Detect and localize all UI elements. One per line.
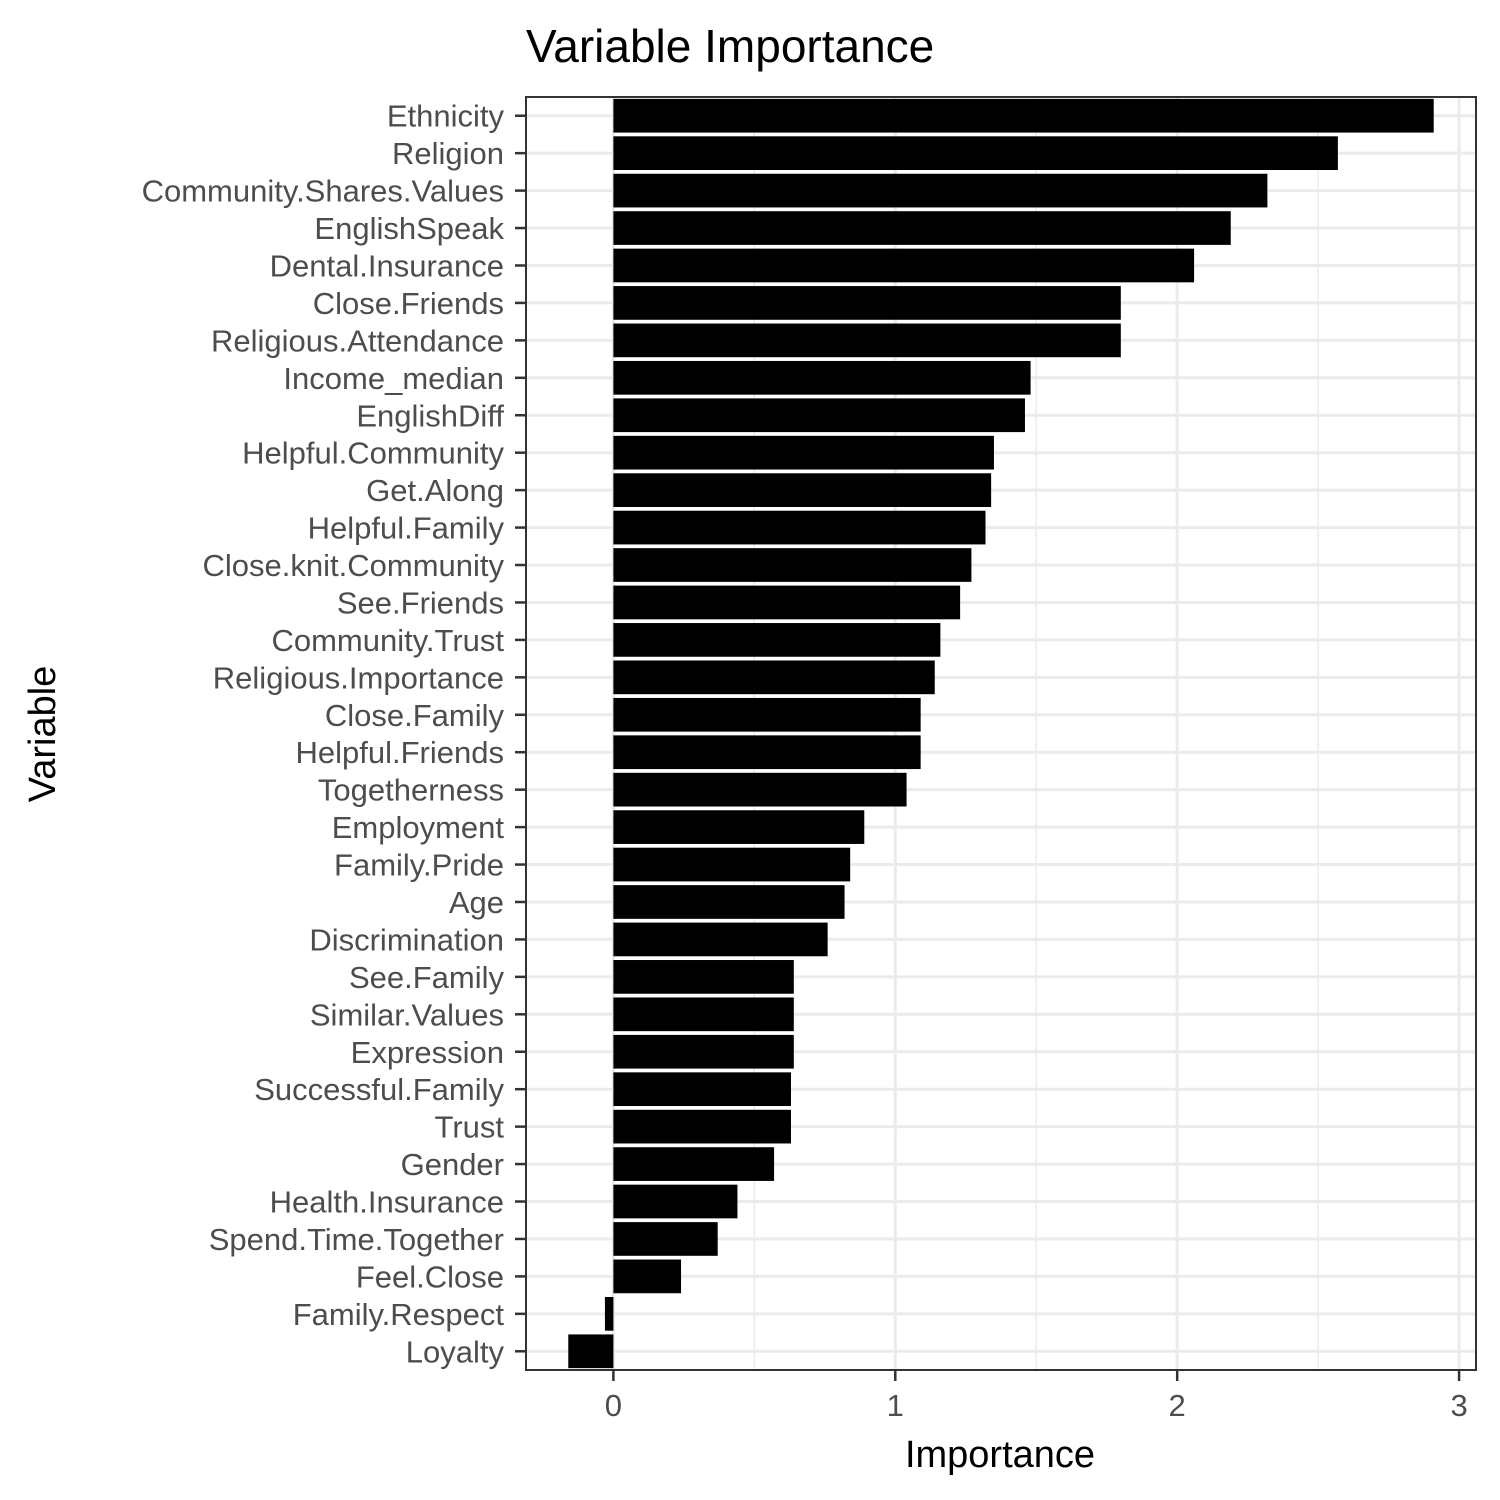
y-tick-label: Close.Friends xyxy=(313,286,504,321)
bar-gender xyxy=(613,1147,775,1181)
bar-close-friends xyxy=(613,286,1121,320)
bar-close-knit-community xyxy=(613,548,972,582)
y-tick-label: Family.Respect xyxy=(293,1297,505,1332)
y-tick-label: Ethnicity xyxy=(387,99,505,134)
y-tick-label: See.Family xyxy=(349,960,505,995)
bar-expression xyxy=(613,1034,794,1069)
y-tick-label: Gender xyxy=(401,1147,504,1182)
x-tick-label: 1 xyxy=(887,1388,904,1423)
y-tick-label: See.Friends xyxy=(337,585,504,620)
y-tick-label: Community.Trust xyxy=(271,623,504,658)
bar-employment xyxy=(613,810,865,844)
y-tick-label: Family.Pride xyxy=(334,848,504,883)
y-tick-label: Dental.Insurance xyxy=(270,248,504,283)
y-axis-ticks: EthnicityReligionCommunity.Shares.Values… xyxy=(142,99,526,1369)
y-tick-label: Employment xyxy=(332,810,505,845)
bar-get-along xyxy=(613,473,992,507)
y-tick-label: Helpful.Family xyxy=(308,511,505,546)
y-tick-label: Loyalty xyxy=(406,1334,505,1369)
y-tick-label: Togetherness xyxy=(318,773,504,808)
bar-helpful-family xyxy=(613,510,986,545)
bar-community-shares-values xyxy=(613,173,1268,208)
y-tick-label: Get.Along xyxy=(366,473,504,508)
x-axis-ticks: 0 1 2 3 xyxy=(605,1370,1468,1423)
bar-successful-family xyxy=(613,1072,791,1107)
y-axis-title: Variable xyxy=(22,666,64,803)
bar-religious-importance xyxy=(613,660,935,695)
y-tick-label: Feel.Close xyxy=(356,1259,504,1294)
bar-income-median xyxy=(613,360,1031,395)
y-tick-label: EnglishSpeak xyxy=(314,211,504,246)
bar-spend-time-together xyxy=(613,1222,718,1256)
bar-religion xyxy=(613,136,1338,171)
y-tick-label: Religious.Attendance xyxy=(211,323,504,358)
bar-feel-close xyxy=(613,1259,682,1294)
y-tick-label: Religious.Importance xyxy=(213,660,504,695)
bar-togetherness xyxy=(613,772,907,807)
y-tick-label: Health.Insurance xyxy=(270,1185,504,1220)
bar-family-respect xyxy=(604,1296,614,1331)
bar-age xyxy=(613,885,845,919)
y-tick-label: Expression xyxy=(351,1035,504,1070)
y-tick-label: Similar.Values xyxy=(310,997,504,1032)
bar-see-friends xyxy=(613,585,961,620)
bar-discrimination xyxy=(613,922,828,957)
bar-loyalty xyxy=(568,1334,614,1369)
x-tick-label: 2 xyxy=(1169,1388,1186,1423)
bar-community-trust xyxy=(613,623,941,657)
y-tick-label: Community.Shares.Values xyxy=(142,174,504,209)
chart-title: Variable Importance xyxy=(526,20,934,72)
y-tick-label: Trust xyxy=(435,1110,505,1145)
bar-englishspeak xyxy=(613,211,1231,245)
y-tick-label: Age xyxy=(449,885,504,920)
y-tick-label: Discrimination xyxy=(309,922,504,957)
y-tick-label: Successful.Family xyxy=(254,1072,504,1107)
x-tick-label: 3 xyxy=(1450,1388,1467,1423)
bar-see-family xyxy=(613,960,794,994)
y-tick-label: Income_median xyxy=(283,361,504,396)
bar-englishdiff xyxy=(613,398,1025,433)
bar-trust xyxy=(613,1109,791,1144)
y-tick-label: Close.knit.Community xyxy=(203,548,505,583)
y-tick-label: Helpful.Friends xyxy=(296,735,504,770)
bar-close-family xyxy=(613,697,921,732)
y-tick-label: EnglishDiff xyxy=(356,398,504,433)
y-tick-label: Religion xyxy=(392,136,504,171)
x-axis-title: Importance xyxy=(905,1434,1095,1476)
bar-religious-attendance xyxy=(613,323,1121,358)
bar-helpful-community xyxy=(613,435,994,470)
bar-dental-insurance xyxy=(613,248,1195,283)
y-tick-label: Spend.Time.Together xyxy=(209,1222,504,1257)
y-tick-label: Helpful.Community xyxy=(242,436,504,471)
y-tick-label: Close.Family xyxy=(325,698,505,733)
bar-helpful-friends xyxy=(613,735,921,770)
bar-similar-values xyxy=(613,997,794,1032)
bar-health-insurance xyxy=(613,1184,738,1219)
bar-family-pride xyxy=(613,847,851,882)
bars xyxy=(568,98,1434,1369)
bar-ethnicity xyxy=(613,98,1434,133)
panel-border xyxy=(525,96,1477,1371)
x-tick-label: 0 xyxy=(605,1388,622,1423)
